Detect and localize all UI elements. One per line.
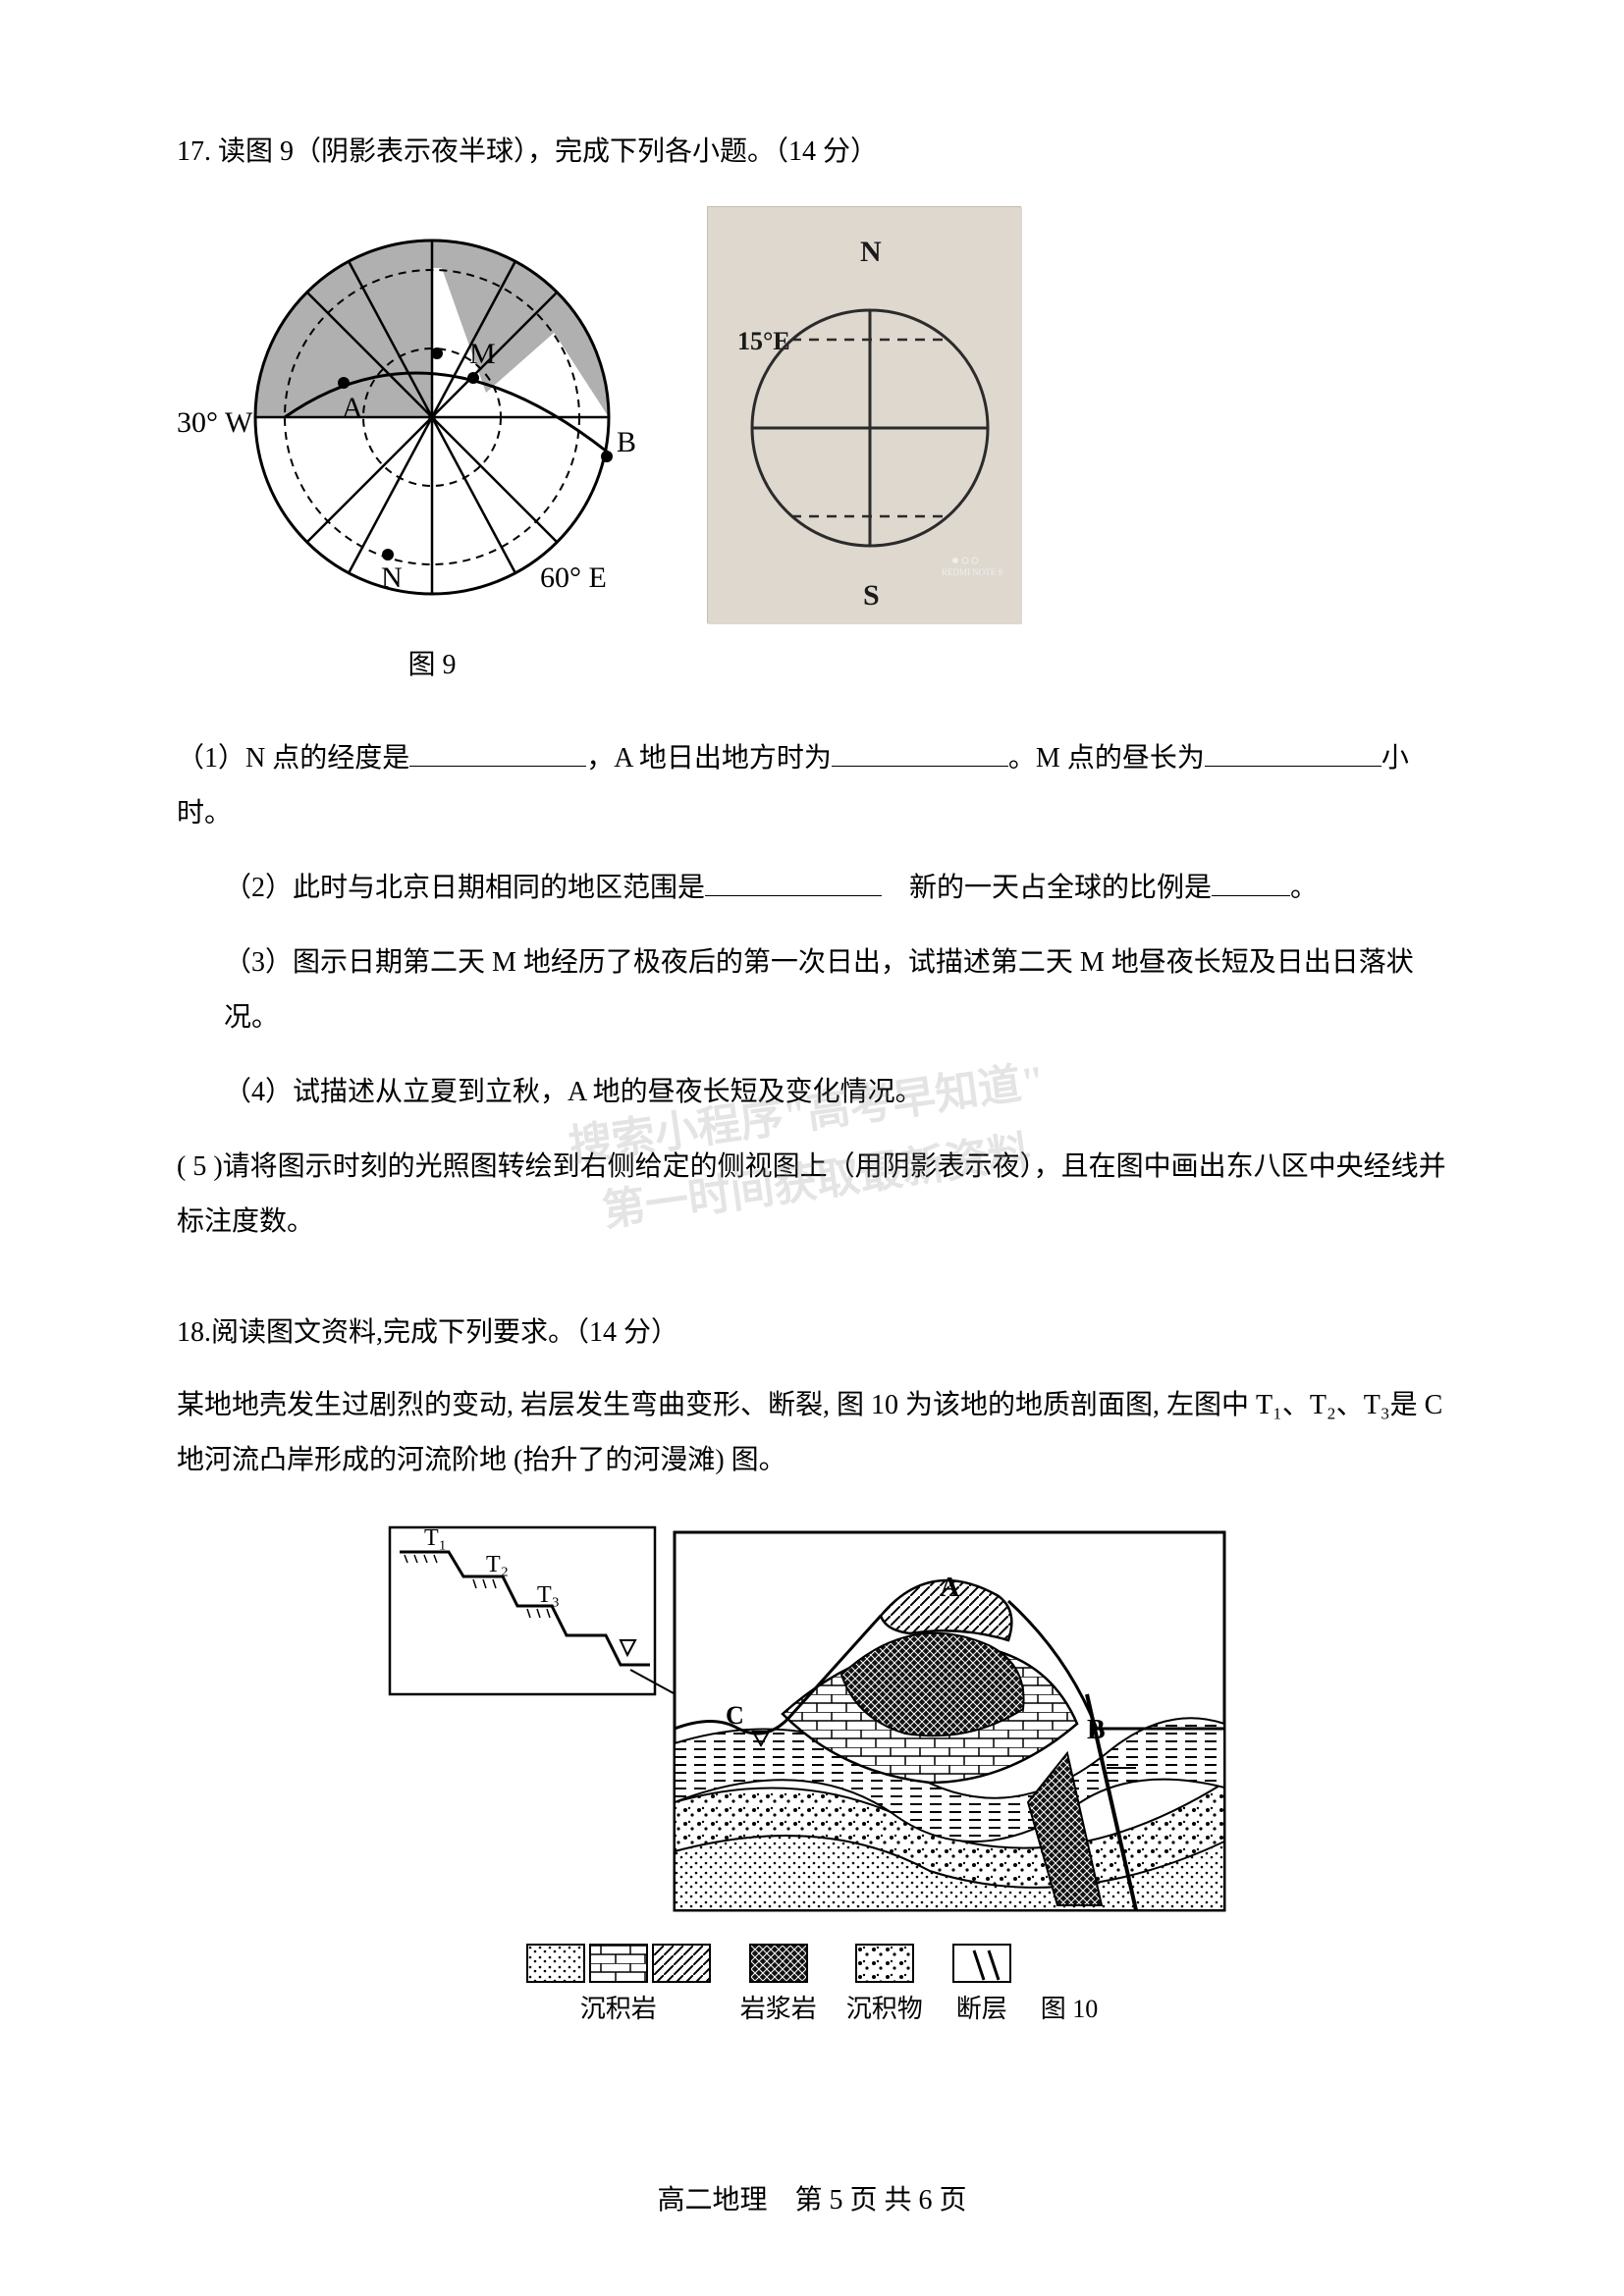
footer-subject: 高二地理 <box>657 2185 767 2216</box>
label-B: B <box>617 426 636 458</box>
q17-sub1-pre: （1）N 点的经度是 <box>177 743 409 774</box>
q17-sub4: （4）试描述从立夏到立秋，A 地的昼夜长短及变化情况。 <box>177 1065 1447 1120</box>
label-T2: T₂ <box>486 1552 509 1577</box>
legend-igneous: 岩浆岩 <box>740 1944 817 2025</box>
legend-fault-label: 断层 <box>956 1989 1007 2025</box>
figure-10-legend: 沉积岩 岩浆岩 沉积物 断层 图 10 <box>526 1944 1099 2025</box>
legend-igneous-label: 岩浆岩 <box>740 1989 817 2025</box>
figure-9-right: N S 15°E REDMI NOTE 9 <box>707 206 1021 623</box>
q17-header: 17. 读图 9（阴影表示夜半球），完成下列各小题。（14 分） <box>177 128 1447 177</box>
label-T1: T₁ <box>424 1525 447 1551</box>
label-S-bottom: S <box>863 579 880 612</box>
page-footer: 高二地理 第 5 页 共 6 页 <box>0 2178 1624 2217</box>
label-M: M <box>469 338 496 370</box>
legend-sedimentary-label: 沉积岩 <box>580 1989 657 2025</box>
q17-sub3: （3）图示日期第二天 M 地经历了极夜后的第一次日出，试描述第二天 M 地昼夜长… <box>177 935 1447 1045</box>
q18-desc: 某地地壳发生过剧烈的变动, 岩层发生弯曲变形、断裂, 图 10 为该地的地质剖面… <box>177 1378 1447 1488</box>
label-N-top: N <box>860 236 882 268</box>
figure-10: T₁ T₂ T₃ <box>177 1518 1447 2025</box>
legend-sediment: 沉积物 <box>846 1944 923 2025</box>
blank <box>1205 739 1381 767</box>
q17-sub1: （1）N 点的经度是，A 地日出地方时为。M 点的昼长为小时。 <box>177 731 1447 841</box>
legend-fault: 断层 <box>952 1944 1011 2025</box>
figure-9-row: A M B N 30° W 60° E N S 15°E <box>177 206 1447 623</box>
q17-sub1-m2: 。M 点的昼长为 <box>1008 743 1205 774</box>
legend-sediment-label: 沉积物 <box>846 1989 923 2025</box>
legend-sedimentary: 沉积岩 <box>526 1944 711 2025</box>
q17-sub2-pre: （2）此时与北京日期相同的地区范围是 <box>224 873 705 903</box>
q17-sub1-m1: ，A 地日出地方时为 <box>586 743 832 774</box>
figure-9-caption: 图 9 <box>177 643 687 682</box>
q17-sub5: ( 5 )请将图示时刻的光照图转绘到右侧给定的侧视图上（用阴影表示夜），且在图中… <box>177 1140 1447 1250</box>
blank <box>409 739 586 767</box>
label-60E: 60° E <box>540 561 607 594</box>
label-30W: 30° W <box>177 406 253 439</box>
blank <box>1212 869 1290 896</box>
blank <box>832 739 1008 767</box>
q17-sub2-tail: 。 <box>1290 873 1318 903</box>
label-A: A <box>342 392 363 424</box>
label-B-rock: B <box>1087 1715 1106 1745</box>
q18-header: 18.阅读图文资料,完成下列要求。（14 分） <box>177 1308 1447 1358</box>
device-watermark: REDMI NOTE 9 <box>942 567 1002 577</box>
q18-block: 18.阅读图文资料,完成下列要求。（14 分） 某地地壳发生过剧烈的变动, 岩层… <box>177 1308 1447 2024</box>
figure-9-left: A M B N 30° W 60° E <box>177 206 687 618</box>
q17-sub2-mid: 新的一天占全球的比例是 <box>909 873 1212 903</box>
label-N: N <box>381 561 403 594</box>
label-A-rock: A <box>940 1573 960 1603</box>
q17-sub2: （2）此时与北京日期相同的地区范围是 新的一天占全球的比例是 。 <box>177 861 1447 916</box>
label-C-rock: C <box>726 1701 744 1730</box>
footer-page: 第 5 页 共 6 页 <box>795 2185 967 2216</box>
blank <box>705 869 882 896</box>
label-T3: T₃ <box>537 1582 560 1608</box>
figure-10-caption: 图 10 <box>1041 1989 1099 2025</box>
